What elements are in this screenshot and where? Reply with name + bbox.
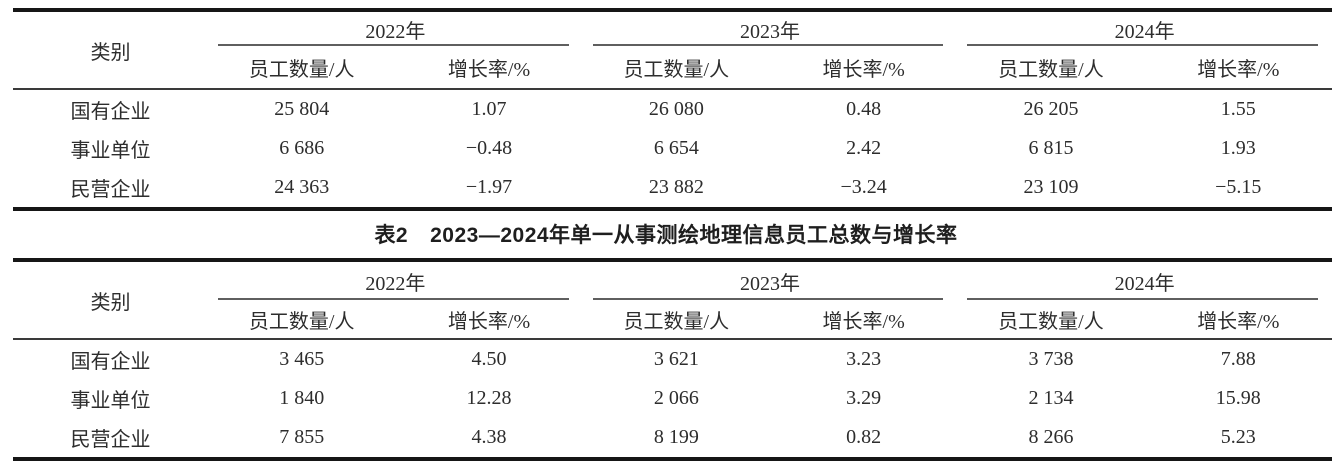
- subheader-count: 员工数量/人: [208, 46, 396, 90]
- table-2-subheader-row: 员工数量/人 增长率/% 员工数量/人 增长率/% 员工数量/人 增长率/%: [13, 300, 1332, 340]
- cell-value: 8 199: [653, 426, 699, 448]
- row-category: 民营企业: [70, 429, 151, 451]
- row-category: 事业单位: [70, 390, 151, 412]
- table-row: 事业单位 1 840 12.28 2 066 3.29 2 134 15.98: [13, 379, 1332, 418]
- cell-value: −0.48: [465, 137, 513, 159]
- cell-value: 6 815: [1028, 137, 1074, 159]
- subheader-rate: 增长率/%: [769, 300, 958, 340]
- table-row: 事业单位 6 686 −0.48 6 654 2.42 6 815 1.93: [13, 129, 1332, 168]
- subheader-rate: 增长率/%: [395, 46, 583, 90]
- cell-value: 3.29: [846, 387, 882, 409]
- table-number-label: 表2: [374, 223, 409, 247]
- cell-value: 24 363: [274, 176, 330, 198]
- cell-value: 3 738: [1028, 348, 1074, 370]
- year-label: 2024年: [1114, 20, 1175, 43]
- year-group-2022: 2022年: [208, 260, 583, 300]
- subheader-count: 员工数量/人: [582, 46, 770, 90]
- subheader-rate: 增长率/%: [1144, 300, 1332, 340]
- table-2-header: 类别 2022年 2023年 2024年 员工数量/人 增长率/% 员工数量/人: [13, 260, 1332, 340]
- year-label: 2023年: [739, 272, 800, 295]
- row-category: 事业单位: [70, 140, 151, 162]
- cell-value: 3 621: [653, 348, 699, 370]
- year-underline: [967, 298, 1318, 300]
- cell-value: 26 205: [1023, 98, 1079, 120]
- cell-value: 15.98: [1215, 387, 1261, 409]
- year-label: 2024年: [1114, 272, 1175, 295]
- cell-value: −1.97: [465, 176, 513, 198]
- year-label: 2023年: [739, 20, 800, 43]
- row-category: 国有企业: [70, 351, 151, 373]
- year-underline: [592, 44, 944, 46]
- cell-value: 1.93: [1220, 137, 1256, 159]
- cell-value: 4.38: [471, 426, 507, 448]
- cell-value: 12.28: [466, 387, 512, 409]
- year-label: 2022年: [365, 20, 426, 43]
- year-group-2024: 2024年: [957, 260, 1332, 300]
- cell-value: 1.07: [471, 98, 507, 120]
- cell-value: −5.15: [1215, 176, 1262, 198]
- year-label: 2022年: [365, 272, 426, 295]
- cell-value: 6 686: [279, 137, 325, 159]
- subheader-count: 员工数量/人: [208, 300, 396, 340]
- table-1-subheader-row: 员工数量/人 增长率/% 员工数量/人 增长率/% 员工数量/人 增长率/%: [13, 46, 1332, 90]
- subheader-count: 员工数量/人: [957, 46, 1145, 90]
- employee-table-1: 类别 2022年 2023年 2024年 员工数量/人 增长率/% 员工数量/人: [13, 8, 1332, 211]
- row-category: 民营企业: [70, 179, 151, 201]
- cell-value: 23 882: [648, 176, 704, 198]
- cell-value: 1 840: [279, 387, 325, 409]
- cell-value: 4.50: [471, 348, 507, 370]
- subheader-count: 员工数量/人: [582, 300, 770, 340]
- table-title: 2023—2024年单一从事测绘地理信息员工总数与增长率: [430, 223, 958, 247]
- cell-value: 0.82: [846, 426, 882, 448]
- table-row: 国有企业 25 804 1.07 26 080 0.48 26 205 1.55: [13, 89, 1332, 129]
- category-header: 类别: [13, 260, 209, 340]
- year-group-2022: 2022年: [208, 10, 583, 46]
- cell-value: 2 134: [1028, 387, 1074, 409]
- table-2-year-row: 类别 2022年 2023年 2024年: [13, 260, 1332, 340]
- year-group-2023: 2023年: [583, 260, 958, 300]
- year-underline: [218, 298, 569, 300]
- subheader-rate: 增长率/%: [1144, 46, 1332, 90]
- cell-value: 26 080: [648, 98, 704, 120]
- row-category: 国有企业: [70, 101, 151, 123]
- cell-value: 7 855: [279, 426, 325, 448]
- cell-value: 2.42: [846, 137, 882, 159]
- employee-table-2: 类别 2022年 2023年 2024年 员工数量/人 增长率/% 员工数量/人: [13, 258, 1332, 461]
- subheader-count: 员工数量/人: [957, 300, 1145, 340]
- year-underline: [967, 44, 1318, 46]
- table-2-caption: 表2 2023—2024年单一从事测绘地理信息员工总数与增长率: [0, 209, 1332, 258]
- table-row: 民营企业 24 363 −1.97 23 882 −3.24 23 109 −5…: [13, 168, 1332, 209]
- cell-value: 6 654: [653, 137, 699, 159]
- category-header: 类别: [13, 10, 209, 90]
- table-1-year-row: 类别 2022年 2023年 2024年: [13, 10, 1332, 90]
- cell-value: 3.23: [846, 348, 882, 370]
- cell-value: 1.55: [1220, 98, 1256, 120]
- cell-value: −3.24: [840, 176, 887, 198]
- year-group-2024: 2024年: [957, 10, 1332, 46]
- table-1-header: 类别 2022年 2023年 2024年 员工数量/人 增长率/% 员工数量/人: [13, 10, 1332, 90]
- year-underline: [218, 44, 569, 46]
- table-row: 民营企业 7 855 4.38 8 199 0.82 8 266 5.23: [13, 418, 1332, 459]
- cell-value: 0.48: [846, 98, 882, 120]
- cell-value: 3 465: [279, 348, 325, 370]
- cell-value: 7.88: [1220, 348, 1256, 370]
- cell-value: 2 066: [653, 387, 699, 409]
- year-group-2023: 2023年: [583, 10, 958, 46]
- subheader-rate: 增长率/%: [769, 46, 958, 90]
- year-underline: [592, 298, 944, 300]
- cell-value: 23 109: [1023, 176, 1079, 198]
- cell-value: 5.23: [1220, 426, 1256, 448]
- cell-value: 25 804: [274, 98, 330, 120]
- cell-value: 8 266: [1028, 426, 1074, 448]
- table-row: 国有企业 3 465 4.50 3 621 3.23 3 738 7.88: [13, 339, 1332, 379]
- subheader-rate: 增长率/%: [395, 300, 583, 340]
